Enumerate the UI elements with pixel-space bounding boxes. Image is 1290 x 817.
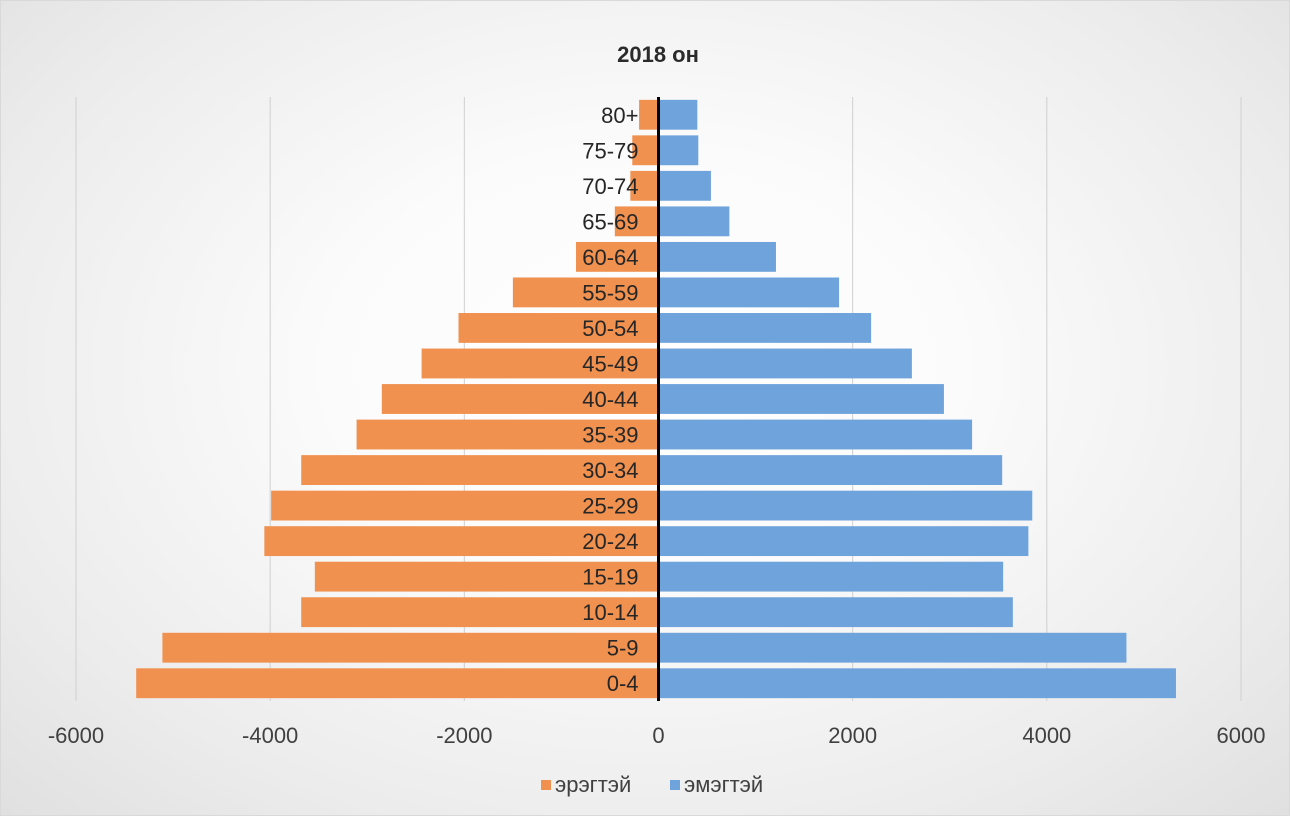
- category-label: 70-74: [582, 174, 638, 199]
- bar: [301, 597, 659, 628]
- bar: [356, 419, 659, 450]
- bar: [658, 135, 699, 166]
- bar: [639, 99, 659, 130]
- bar: [658, 526, 1029, 557]
- category-label: 35-39: [582, 423, 638, 448]
- x-tick-label: 6000: [1217, 723, 1266, 748]
- bar: [421, 348, 659, 379]
- category-label: 5-9: [607, 636, 639, 661]
- category-label: 15-19: [582, 565, 638, 590]
- bar: [658, 419, 973, 450]
- bar: [658, 561, 1004, 592]
- bar: [458, 313, 659, 343]
- category-label: 60-64: [582, 245, 638, 270]
- x-tick-label: -4000: [242, 723, 298, 748]
- bar: [658, 632, 1127, 663]
- category-label: 75-79: [582, 138, 638, 163]
- x-tick-label: -6000: [48, 723, 104, 748]
- bar: [632, 135, 659, 166]
- bar: [630, 170, 659, 201]
- category-label: 25-29: [582, 494, 638, 519]
- bar: [162, 632, 659, 663]
- bar: [136, 668, 659, 699]
- bar: [658, 241, 776, 272]
- category-label: 55-59: [582, 280, 638, 305]
- x-tick-label: 0: [652, 723, 664, 748]
- bars: [136, 99, 1176, 699]
- bar: [512, 277, 659, 308]
- legend-swatch: [541, 780, 551, 790]
- legend: эрэгтэй эмэгтэй: [541, 772, 763, 797]
- category-label: 65-69: [582, 209, 638, 234]
- bar: [381, 384, 659, 414]
- bar: [658, 490, 1033, 521]
- bar: [658, 170, 711, 201]
- bar: [614, 206, 659, 237]
- category-label: 80+: [601, 103, 638, 128]
- bar: [658, 597, 1013, 628]
- legend-swatch: [670, 780, 680, 790]
- bar: [271, 490, 659, 521]
- bar: [658, 668, 1176, 699]
- bar: [314, 561, 659, 592]
- category-label: 0-4: [607, 671, 639, 696]
- x-tick-label: -2000: [436, 723, 492, 748]
- bar: [658, 313, 872, 343]
- bar: [658, 206, 730, 237]
- bar: [301, 455, 659, 485]
- category-label: 30-34: [582, 458, 638, 483]
- chart-title: 2018 он: [617, 42, 699, 67]
- category-label: 50-54: [582, 316, 638, 341]
- x-tick-label: 4000: [1022, 723, 1071, 748]
- x-tick-label: 2000: [828, 723, 877, 748]
- category-labels: 0-4 5-9 10-14 15-19 20-24 25-29 30-34 35-39 40-4…: [582, 103, 638, 696]
- bar: [658, 384, 944, 414]
- bar: [575, 241, 659, 272]
- bar: [658, 277, 840, 308]
- x-tick-labels: -6000 -4000 -2000 0 2000 4000 6000: [48, 723, 1266, 748]
- bar: [658, 348, 912, 379]
- category-label: 45-49: [582, 351, 638, 376]
- bar: [658, 99, 698, 130]
- category-label: 10-14: [582, 600, 638, 625]
- legend-label: эрэгтэй: [555, 772, 631, 797]
- category-label: 40-44: [582, 387, 638, 412]
- bar: [658, 455, 1003, 485]
- bar: [264, 526, 659, 557]
- category-label: 20-24: [582, 529, 638, 554]
- legend-label: эмэгтэй: [684, 772, 763, 797]
